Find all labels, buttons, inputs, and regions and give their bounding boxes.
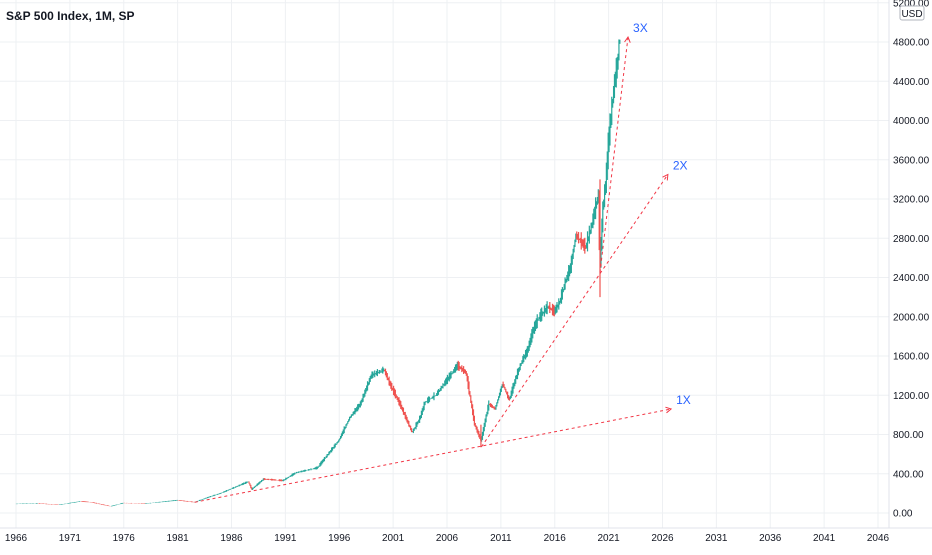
y-tick-label: 4800.00	[893, 38, 930, 49]
y-tick-label: 2000.00	[893, 312, 930, 323]
trend-arrow-head	[662, 173, 669, 181]
trend-arrow-head	[624, 36, 631, 43]
x-tick-label: 1996	[328, 533, 351, 544]
x-tick-label: 2006	[436, 533, 459, 544]
y-tick-label: 800.00	[893, 430, 924, 441]
x-tick-label: 2011	[490, 533, 512, 544]
x-tick-label: 2021	[598, 533, 621, 544]
x-tick-label: 1986	[220, 533, 243, 544]
currency-badge-label: USD	[901, 9, 922, 20]
price-axis[interactable]: 0.00 400.00 800.00 1200.00 1600.00 2000.00 240…	[893, 0, 930, 520]
y-tick-label: 4000.00	[893, 116, 930, 127]
y-tick-label: 1600.00	[893, 352, 930, 363]
x-tick-label: 2046	[867, 533, 890, 544]
x-tick-label: 2036	[759, 533, 782, 544]
trend-arrow-line[interactable]	[481, 174, 669, 448]
currency-badge[interactable]: USD	[899, 5, 925, 21]
trend-label: 2X	[673, 158, 688, 172]
trend-arrow-line[interactable]	[194, 408, 672, 503]
y-tick-label: 3200.00	[893, 195, 930, 206]
trend-label: 1X	[676, 393, 691, 407]
currency-badge-box	[899, 5, 925, 21]
x-tick-label: 2016	[544, 533, 567, 544]
y-tick-label: 2400.00	[893, 273, 930, 284]
series-layer	[15, 39, 621, 507]
y-tick-label: 3600.00	[893, 155, 930, 166]
trend-arrow-head	[665, 406, 673, 414]
x-tick-label: 2026	[651, 533, 674, 544]
x-tick-label: 1981	[167, 533, 190, 544]
y-tick-label: 1200.00	[893, 391, 930, 402]
x-tick-label: 1971	[59, 533, 82, 544]
annotation-layer: 1X 2X 3X	[194, 21, 691, 503]
x-tick-label: 2031	[705, 533, 728, 544]
x-tick-label: 1966	[5, 533, 28, 544]
y-tick-label: 2800.00	[893, 234, 930, 245]
y-tick-label: 4400.00	[893, 77, 930, 88]
y-tick-label: 0.00	[893, 509, 913, 520]
time-axis[interactable]: 1966 1971 1976 1981 1986 1991 1996 2001 2006 2011…	[5, 533, 890, 544]
grid-layer	[0, 0, 889, 528]
y-tick-label: 400.00	[893, 469, 924, 480]
chart-title: S&P 500 Index, 1M, SP	[6, 9, 135, 23]
x-tick-label: 2041	[813, 533, 836, 544]
x-tick-label: 2001	[382, 533, 405, 544]
x-tick-label: 1991	[274, 533, 297, 544]
x-tick-label: 1976	[113, 533, 136, 544]
trend-arrow-line[interactable]	[599, 37, 629, 273]
trend-label: 3X	[633, 21, 648, 35]
y-tick-label: 5200.00	[893, 0, 930, 9]
